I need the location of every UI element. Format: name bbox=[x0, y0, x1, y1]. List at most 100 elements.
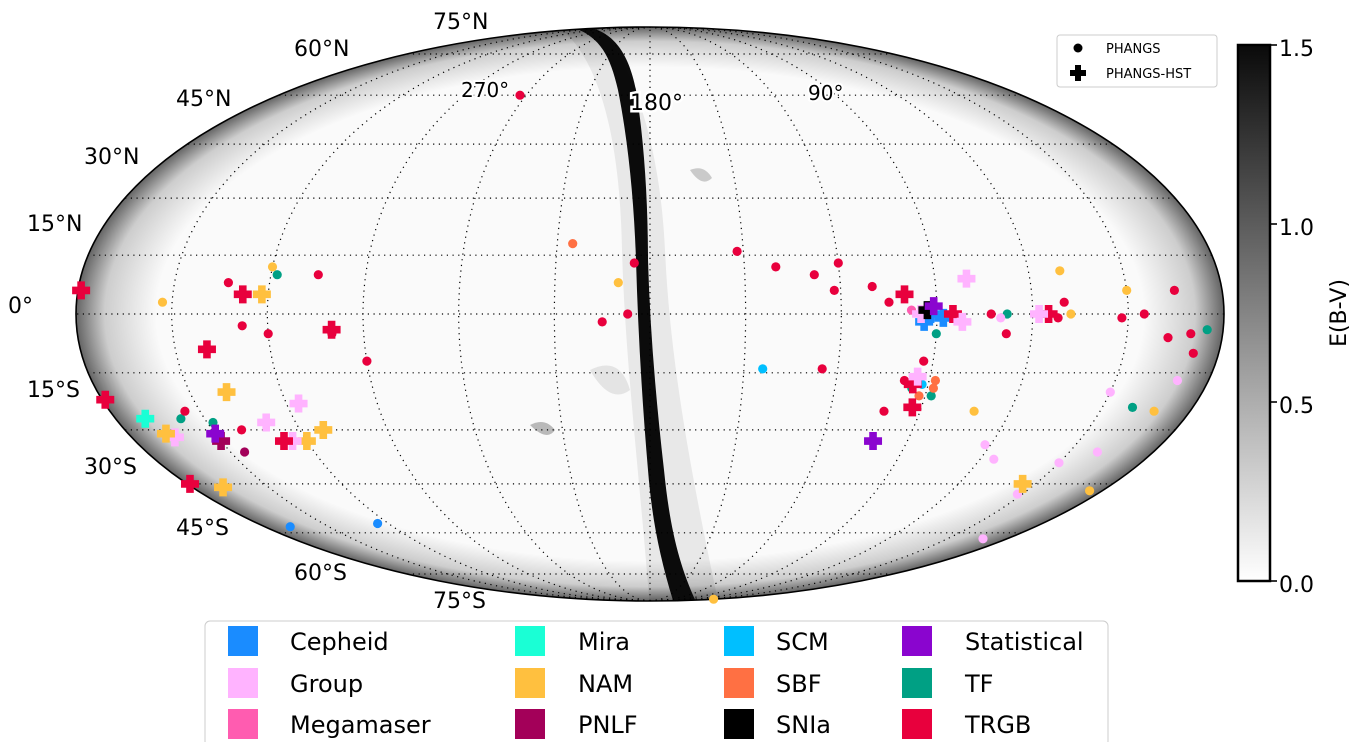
phangs-hst-legend-label: PHANGS-HST bbox=[1106, 67, 1191, 82]
legend-label-scm: SCM bbox=[776, 628, 829, 656]
phangs-point bbox=[1202, 325, 1212, 335]
phangs-point bbox=[879, 406, 889, 416]
lat-label-45n: 45°N bbox=[176, 87, 231, 112]
colorbar-tick-label: 0.0 bbox=[1279, 573, 1314, 598]
phangs-point bbox=[1169, 285, 1179, 295]
phangs-point bbox=[1139, 309, 1149, 319]
phangs-point bbox=[928, 383, 939, 393]
phangs-hst-point bbox=[1039, 305, 1058, 324]
phangs-hst-point bbox=[864, 432, 883, 451]
phangs-point bbox=[829, 285, 839, 295]
phangs-point bbox=[1149, 406, 1159, 416]
phangs-point bbox=[986, 309, 996, 319]
phangs-point bbox=[237, 425, 247, 435]
lat-label-75s: 75°S bbox=[433, 589, 486, 614]
phangs-hst-point bbox=[943, 305, 962, 324]
mollweide-map bbox=[75, 26, 1225, 602]
phangs-point bbox=[1172, 375, 1182, 386]
phangs-point bbox=[914, 391, 924, 401]
colorbar-gradient bbox=[1238, 45, 1270, 581]
lat-label-15n: 15°N bbox=[27, 212, 82, 237]
phangs-point bbox=[978, 534, 988, 544]
phangs-point bbox=[629, 258, 639, 268]
phangs-point bbox=[263, 329, 273, 339]
longitude-gridline bbox=[553, 27, 651, 601]
legend-swatch-trgb bbox=[902, 709, 932, 739]
phangs-hst-point bbox=[257, 413, 276, 432]
phangs-point bbox=[272, 270, 282, 280]
legend-swatch-statistical bbox=[902, 626, 932, 656]
phangs-point bbox=[867, 281, 877, 292]
phangs-hst-point bbox=[289, 394, 308, 413]
phangs-point bbox=[809, 270, 819, 280]
phangs-hst-point bbox=[903, 398, 922, 417]
legend-label-group: Group bbox=[290, 670, 363, 698]
marker-legend-box bbox=[1056, 34, 1218, 88]
phangs-hst-point bbox=[895, 285, 914, 304]
phangs-point bbox=[515, 90, 525, 100]
phangs-point bbox=[1186, 329, 1196, 339]
phangs-hst-point bbox=[96, 390, 115, 409]
map-border bbox=[75, 26, 1225, 602]
dust-cloud bbox=[590, 365, 630, 395]
legend-label-nam: NAM bbox=[578, 670, 633, 698]
longitude-labels: 270° 180° 90° bbox=[459, 76, 845, 119]
phangs-hst-point bbox=[957, 269, 976, 288]
phangs-point bbox=[758, 364, 768, 374]
phangs-point bbox=[1127, 402, 1138, 412]
lat-label-30n: 30°N bbox=[84, 145, 139, 170]
phangs-hst-point bbox=[934, 308, 953, 327]
phangs-hst-point bbox=[197, 340, 216, 359]
colorbar: 0.0 0.5 1.0 1.5 E(B-V) bbox=[1236, 37, 1352, 598]
legend-label-megamaser: Megamaser bbox=[290, 711, 431, 739]
lat-label-0: 0° bbox=[8, 294, 33, 319]
phangs-point bbox=[240, 447, 250, 457]
phangs-hst-point bbox=[212, 432, 231, 451]
lat-label-15s: 15°S bbox=[27, 378, 80, 403]
phangs-hst-point bbox=[206, 424, 225, 443]
legend-swatch-sbf bbox=[724, 668, 754, 698]
phangs-point bbox=[817, 364, 827, 374]
phangs-point bbox=[1117, 313, 1127, 323]
galactic-plane-haze bbox=[560, 28, 720, 601]
lat-label-75n: 75°N bbox=[433, 10, 488, 35]
phangs-point bbox=[1163, 333, 1173, 343]
legend-label-statistical: Statistical bbox=[965, 628, 1084, 656]
phangs-point bbox=[157, 297, 168, 307]
phangs-point bbox=[709, 594, 719, 604]
phangs-hst-point bbox=[912, 305, 931, 324]
phangs-hst-point bbox=[180, 474, 199, 493]
phangs-point bbox=[285, 522, 295, 532]
phangs-point bbox=[1122, 285, 1132, 295]
colorbar-frame bbox=[1236, 43, 1272, 583]
phangs-point bbox=[1105, 387, 1115, 397]
phangs-point bbox=[613, 278, 623, 288]
phangs-hst-point bbox=[252, 285, 271, 304]
phangs-point bbox=[267, 262, 278, 272]
lat-label-30s: 30°S bbox=[84, 455, 137, 480]
colorbar-tick-label: 0.5 bbox=[1279, 394, 1314, 419]
phangs-point bbox=[1066, 309, 1076, 319]
galactic-plane-band bbox=[575, 28, 700, 601]
phangs-point bbox=[1188, 348, 1198, 358]
lat-label-60n: 60°N bbox=[294, 37, 349, 62]
phangs-point bbox=[1001, 329, 1011, 339]
lat-label-60s: 60°S bbox=[294, 561, 347, 586]
phangs-hst-point bbox=[908, 367, 927, 386]
method-legend-box bbox=[204, 620, 1109, 742]
marker-legend: PHANGS PHANGS-HST bbox=[1056, 34, 1218, 88]
lon-label-90: 90° bbox=[808, 81, 843, 105]
legend-swatch-scm bbox=[724, 626, 754, 656]
legend-swatch-tf bbox=[902, 668, 932, 698]
phangs-hst-point bbox=[903, 375, 922, 394]
longitude-gridline bbox=[649, 27, 1129, 601]
phangs-hst-point bbox=[297, 432, 316, 451]
dust-cloud bbox=[690, 168, 712, 182]
legend-swatch-pnlf bbox=[515, 709, 545, 739]
phangs-hst-point bbox=[274, 432, 293, 451]
phangs-hst-point bbox=[136, 409, 155, 428]
phangs-point bbox=[237, 321, 247, 331]
phangs-point bbox=[1059, 297, 1069, 307]
phangs-point bbox=[980, 440, 990, 450]
